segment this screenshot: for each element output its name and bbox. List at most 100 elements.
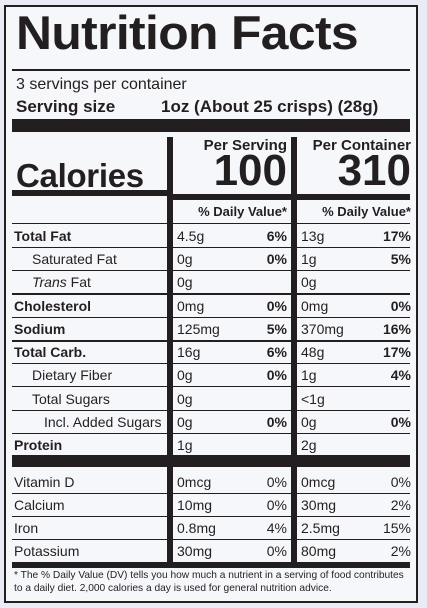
row-rule [12,293,410,295]
serving-amount: 125mg [177,321,220,337]
serving-dv: 5% [266,321,287,337]
container-amount: 0mg [301,298,329,314]
container-amount: 48g [301,344,325,360]
serving-amount: 0.8mg [177,520,216,536]
serving-amount: 1g [177,437,193,453]
container-amount: 0g [301,274,317,290]
vitamin-bar-right [297,455,410,467]
container-amount: 2g [301,437,317,453]
container-dv: 0% [390,298,411,314]
vitamin-bar-mid [173,455,291,467]
calories-label: Calories [16,157,144,194]
serving-dv: 0% [266,367,287,383]
container-dv: 5% [390,251,411,267]
column-divider-1 [167,137,173,567]
nutrient-name: Trans Fat [32,274,91,290]
container-amount: 0mcg [301,474,336,490]
nutrient-name: Sodium [14,321,66,337]
serving-amount: 4.5g [177,228,205,244]
calories-per-container: 310 [337,146,411,195]
serving-dv: 4% [266,520,287,536]
servings-per-container: 3 servings per container [16,76,187,93]
nutrient-name: Protein [14,437,63,453]
serving-dv: 0% [266,474,287,490]
container-amount: 1g [301,367,317,383]
serving-amount: 0g [177,414,193,430]
container-amount: 2.5mg [301,520,340,536]
container-amount: <1g [301,391,325,407]
dv-heading-serving: % Daily Value* [198,204,287,219]
serving-amount: 0mg [177,298,205,314]
footnote-bar [12,562,410,568]
row-rule [12,539,410,540]
vitamin-name: Calcium [14,497,65,513]
footnote: * The % Daily Value (DV) tells you how m… [14,570,404,594]
nutrient-name: Total Carb. [14,344,87,360]
per-container-heading: Per Container [312,137,411,154]
nutrient-name: Total Sugars [32,391,110,407]
container-dv: 4% [390,367,411,383]
row-rule [12,247,410,248]
column-divider-2 [291,137,297,567]
container-amount: 370mg [301,321,344,337]
calories-bar-right [297,194,410,200]
vitamin-name: Iron [14,520,39,536]
nutrient-name-rest: Fat [66,274,91,290]
dv-heading-container: % Daily Value* [322,204,411,219]
row-rule [12,410,410,411]
row-rule [12,363,410,364]
container-amount: 30mg [301,497,337,513]
serving-dv: 0% [266,251,287,267]
container-dv: 15% [382,520,411,536]
row-rule [12,516,410,517]
nutrient-name: Total Fat [14,228,72,244]
serving-dv: 0% [266,414,287,430]
container-dv: 17% [382,344,411,360]
nutrient-name: Incl. Added Sugars [44,414,162,430]
row-rule [12,433,410,434]
label-title: Nutrition Facts [16,6,359,59]
nutrient-name: Cholesterol [14,298,92,314]
vitamin-name: Potassium [14,543,80,559]
serving-dv: 6% [266,344,287,360]
nutrient-name: Saturated Fat [32,251,117,267]
divider [12,69,410,71]
calories-per-serving: 100 [213,146,287,195]
row-rule [12,270,410,271]
nutrient-name: Dietary Fiber [32,367,113,383]
vitamin-bar-left [12,455,167,467]
serving-amount: 0mcg [177,474,212,490]
container-amount: 1g [301,251,317,267]
row-rule [12,223,410,224]
row-rule [12,493,410,494]
container-dv: 17% [382,228,411,244]
container-amount: 80mg [301,543,337,559]
serving-amount: 0g [177,251,193,267]
container-dv: 2% [390,497,411,513]
serving-dv: 0% [266,543,287,559]
serving-dv: 6% [266,228,287,244]
row-rule [12,386,410,387]
serving-size-value: 1oz (About 25 crisps) (28g) [161,97,379,116]
container-dv: 16% [382,321,411,337]
serving-dv: 0% [266,298,287,314]
serving-amount: 0g [177,274,193,290]
calories-bar-mid [173,194,291,200]
serving-dv: 0% [266,497,287,513]
serving-size-label: Serving size [16,97,116,116]
serving-amount: 16g [177,344,201,360]
nutrition-label: Nutrition Facts 3 servings per container… [4,5,418,603]
serving-amount: 10mg [177,497,213,513]
container-amount: 0g [301,414,317,430]
vitamin-name: Vitamin D [14,474,75,490]
row-rule [12,340,410,342]
container-amount: 13g [301,228,325,244]
thick-divider [12,119,410,132]
container-dv: 0% [390,474,411,490]
container-dv: 2% [390,543,411,559]
serving-amount: 30mg [177,543,213,559]
serving-amount: 0g [177,367,193,383]
per-serving-heading: Per Serving [203,137,287,154]
container-dv: 0% [390,414,411,430]
nutrient-name-italic: Trans [32,274,67,290]
